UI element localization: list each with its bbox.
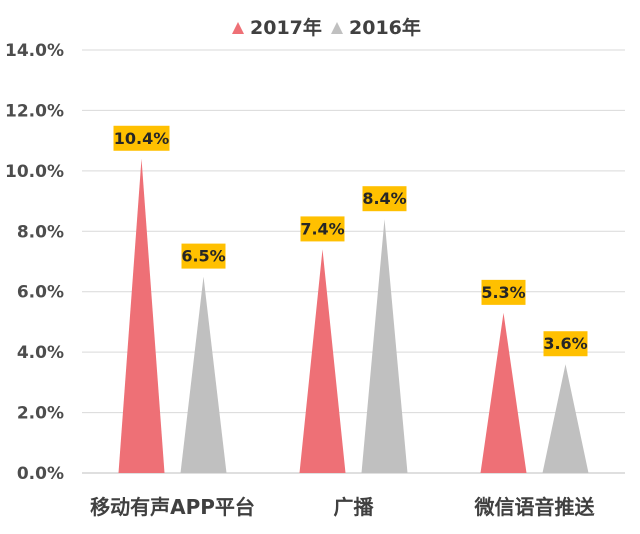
triangle-mark bbox=[542, 364, 589, 473]
y-tick-label: 4.0% bbox=[17, 343, 64, 363]
y-tick-label: 8.0% bbox=[17, 222, 64, 242]
y-tick-label: 12.0% bbox=[5, 101, 64, 121]
triangle-mark bbox=[361, 219, 408, 473]
x-axis-category-labels: 移动有声APP平台 广播 微信语音推送 bbox=[90, 495, 595, 519]
y-tick-label: 10.0% bbox=[5, 162, 64, 182]
data-label: 7.4% bbox=[300, 219, 344, 238]
legend-label: 2017年 bbox=[250, 16, 322, 39]
data-label: 5.3% bbox=[481, 283, 525, 302]
data-label-layer: 10.4% 6.5% 7.4% 8.4% 5.3% 3.6% bbox=[113, 125, 588, 357]
y-tick-label: 14.0% bbox=[5, 41, 64, 61]
y-tick-label: 2.0% bbox=[17, 404, 64, 424]
triangle-mark bbox=[118, 158, 165, 473]
legend: 2017年 2016年 bbox=[232, 16, 421, 39]
data-label: 8.4% bbox=[362, 189, 406, 208]
data-label-badge bbox=[481, 279, 526, 305]
data-label-badge bbox=[362, 186, 407, 212]
x-category-label: 移动有声APP平台 bbox=[90, 495, 255, 519]
triangle-mark bbox=[299, 249, 346, 473]
data-label-badge bbox=[113, 125, 170, 151]
x-category-label: 广播 bbox=[334, 495, 375, 519]
data-label: 3.6% bbox=[543, 334, 587, 353]
y-tick-label: 0.0% bbox=[17, 464, 64, 484]
data-label: 10.4% bbox=[114, 129, 170, 148]
data-label-badge bbox=[300, 216, 345, 242]
triangle-mark bbox=[180, 276, 227, 473]
legend-triangle-icon bbox=[331, 22, 343, 34]
legend-triangle-icon bbox=[232, 22, 244, 34]
legend-label: 2016年 bbox=[349, 16, 421, 39]
data-label-badge bbox=[181, 243, 226, 269]
data-label: 6.5% bbox=[181, 247, 225, 266]
data-label-badge bbox=[543, 331, 588, 357]
grid-layer bbox=[82, 49, 625, 474]
triangle-marks bbox=[118, 158, 589, 473]
x-category-label: 微信语音推送 bbox=[474, 495, 596, 519]
triangle-mark bbox=[480, 312, 527, 473]
y-axis-tick-labels: 0.0% 2.0% 4.0% 6.0% 8.0% 10.0% 12.0% 14.0% bbox=[5, 41, 64, 484]
y-tick-label: 6.0% bbox=[17, 283, 64, 303]
